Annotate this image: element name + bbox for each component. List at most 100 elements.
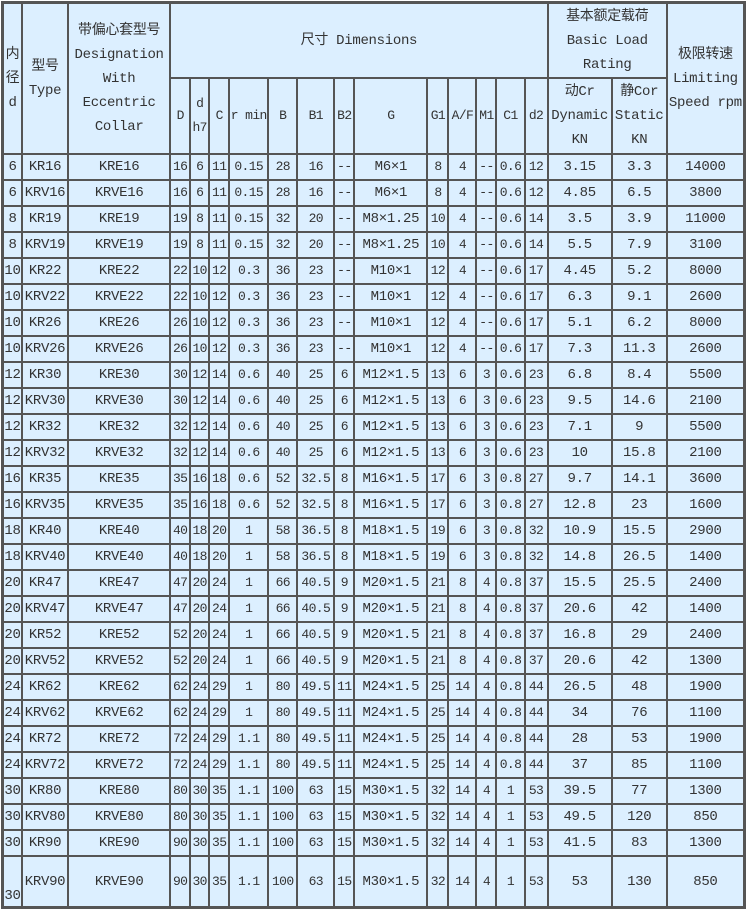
- cell-r-min: 0.15: [229, 180, 269, 206]
- cell-dynamic-load: 6.3: [547, 284, 612, 310]
- cell-B1: 23: [297, 258, 335, 284]
- cell-type: KR40: [22, 518, 69, 544]
- cell-D: 35: [170, 492, 191, 518]
- cell-d2: 14: [524, 232, 548, 258]
- cell-D: 62: [170, 700, 191, 726]
- cell-designation: KRE80: [68, 778, 171, 804]
- cell-dynamic-load: 3.5: [547, 206, 612, 232]
- cell-C: 29: [209, 726, 230, 752]
- cell-G1: 13: [427, 414, 449, 440]
- cell-r-min: 1: [229, 622, 269, 648]
- cell-r-min: 1.1: [229, 856, 269, 907]
- cell-B2: 15: [334, 778, 355, 804]
- cell-bore: 30: [3, 830, 23, 856]
- cell-G: M8×1.25: [354, 206, 428, 232]
- cell-D: 30: [170, 388, 191, 414]
- cell-B: 52: [268, 492, 298, 518]
- cell-C: 20: [209, 544, 230, 570]
- cell-d-h7: 30: [190, 856, 210, 907]
- cell-r-min: 1: [229, 518, 269, 544]
- cell-d-h7: 10: [190, 258, 210, 284]
- cell-C1: 1: [496, 856, 525, 907]
- cell-type: KR62: [22, 674, 69, 700]
- cell-M1: --: [476, 336, 497, 362]
- cell-B2: --: [334, 310, 355, 336]
- cell-G1: 32: [427, 830, 449, 856]
- cell-speed: 850: [666, 856, 744, 907]
- cell-d2: 12: [524, 154, 548, 180]
- cell-static-load: 83: [611, 830, 667, 856]
- cell-M1: 4: [476, 778, 497, 804]
- cell-M1: 4: [476, 804, 497, 830]
- cell-type: KRV52: [22, 648, 69, 674]
- cell-bore: 12: [3, 440, 23, 466]
- cell-static-load: 42: [611, 596, 667, 622]
- cell-B1: 25: [297, 362, 335, 388]
- cell-B1: 16: [297, 154, 335, 180]
- cell-dynamic-load: 6.8: [547, 362, 612, 388]
- cell-d2: 32: [524, 518, 548, 544]
- table-row: 16 KR35 KRE35 35 16 18 0.6 52 32.5 8 M16×1.5 17 6 3 0.…: [3, 466, 744, 492]
- cell-M1: --: [476, 232, 497, 258]
- cell-C1: 0.6: [496, 232, 525, 258]
- cell-static-load: 9.1: [611, 284, 667, 310]
- table-row: 10 KR26 KRE26 26 10 12 0.3 36 23 -- M10×1 12 4 -- 0.6 1…: [3, 310, 744, 336]
- cell-type: KRV40: [22, 544, 69, 570]
- cell-speed: 1300: [666, 648, 744, 674]
- cell-bore: 8: [3, 232, 23, 258]
- cell-type: KR80: [22, 778, 69, 804]
- cell-B1: 25: [297, 414, 335, 440]
- cell-static-load: 14.1: [611, 466, 667, 492]
- cell-B: 32: [268, 206, 298, 232]
- cell-B2: --: [334, 258, 355, 284]
- cell-bore: 6: [3, 180, 23, 206]
- cell-C: 29: [209, 700, 230, 726]
- cell-speed: 11000: [666, 206, 744, 232]
- cell-C: 12: [209, 310, 230, 336]
- cell-G: M30×1.5: [354, 856, 428, 907]
- cell-designation: KRE16: [68, 154, 171, 180]
- cell-C1: 0.6: [496, 414, 525, 440]
- cell-dynamic-load: 5.5: [547, 232, 612, 258]
- cell-designation: KRVE80: [68, 804, 171, 830]
- cell-d-h7: 30: [190, 804, 210, 830]
- cell-M1: 4: [476, 726, 497, 752]
- header-dimensions: 尺寸 Dimensions: [170, 3, 548, 78]
- cell-designation: KRVE72: [68, 752, 171, 778]
- cell-designation: KRE30: [68, 362, 171, 388]
- cell-C: 24: [209, 596, 230, 622]
- cell-dynamic-load: 28: [547, 726, 612, 752]
- cell-B: 80: [268, 726, 298, 752]
- cell-B: 36: [268, 336, 298, 362]
- cell-C1: 0.8: [496, 622, 525, 648]
- cell-d2: 37: [524, 596, 548, 622]
- cell-designation: KRVE22: [68, 284, 171, 310]
- cell-B1: 32.5: [297, 492, 335, 518]
- cell-dynamic-load: 4.45: [547, 258, 612, 284]
- cell-G: M12×1.5: [354, 440, 428, 466]
- cell-A-F: 14: [448, 726, 477, 752]
- cell-B2: 11: [334, 674, 355, 700]
- cell-B2: 11: [334, 752, 355, 778]
- cell-bore: 8: [3, 206, 23, 232]
- cell-speed: 3100: [666, 232, 744, 258]
- cell-designation: KRVE26: [68, 336, 171, 362]
- cell-designation: KRVE30: [68, 388, 171, 414]
- cell-speed: 1300: [666, 778, 744, 804]
- cell-dynamic-load: 37: [547, 752, 612, 778]
- cell-D: 80: [170, 778, 191, 804]
- cell-d2: 17: [524, 284, 548, 310]
- cell-bore: 24: [3, 674, 23, 700]
- cell-G1: 25: [427, 752, 449, 778]
- cell-A-F: 4: [448, 232, 477, 258]
- cell-speed: 2100: [666, 388, 744, 414]
- cell-M1: 4: [476, 700, 497, 726]
- cell-D: 32: [170, 414, 191, 440]
- cell-A-F: 14: [448, 804, 477, 830]
- cell-r-min: 0.3: [229, 310, 269, 336]
- table-row: 24 KRV62 KRVE62 62 24 29 1 80 49.5 11 M24×1.5 25 14 4…: [3, 700, 744, 726]
- cell-G1: 17: [427, 466, 449, 492]
- cell-G: M16×1.5: [354, 466, 428, 492]
- cell-B2: 6: [334, 388, 355, 414]
